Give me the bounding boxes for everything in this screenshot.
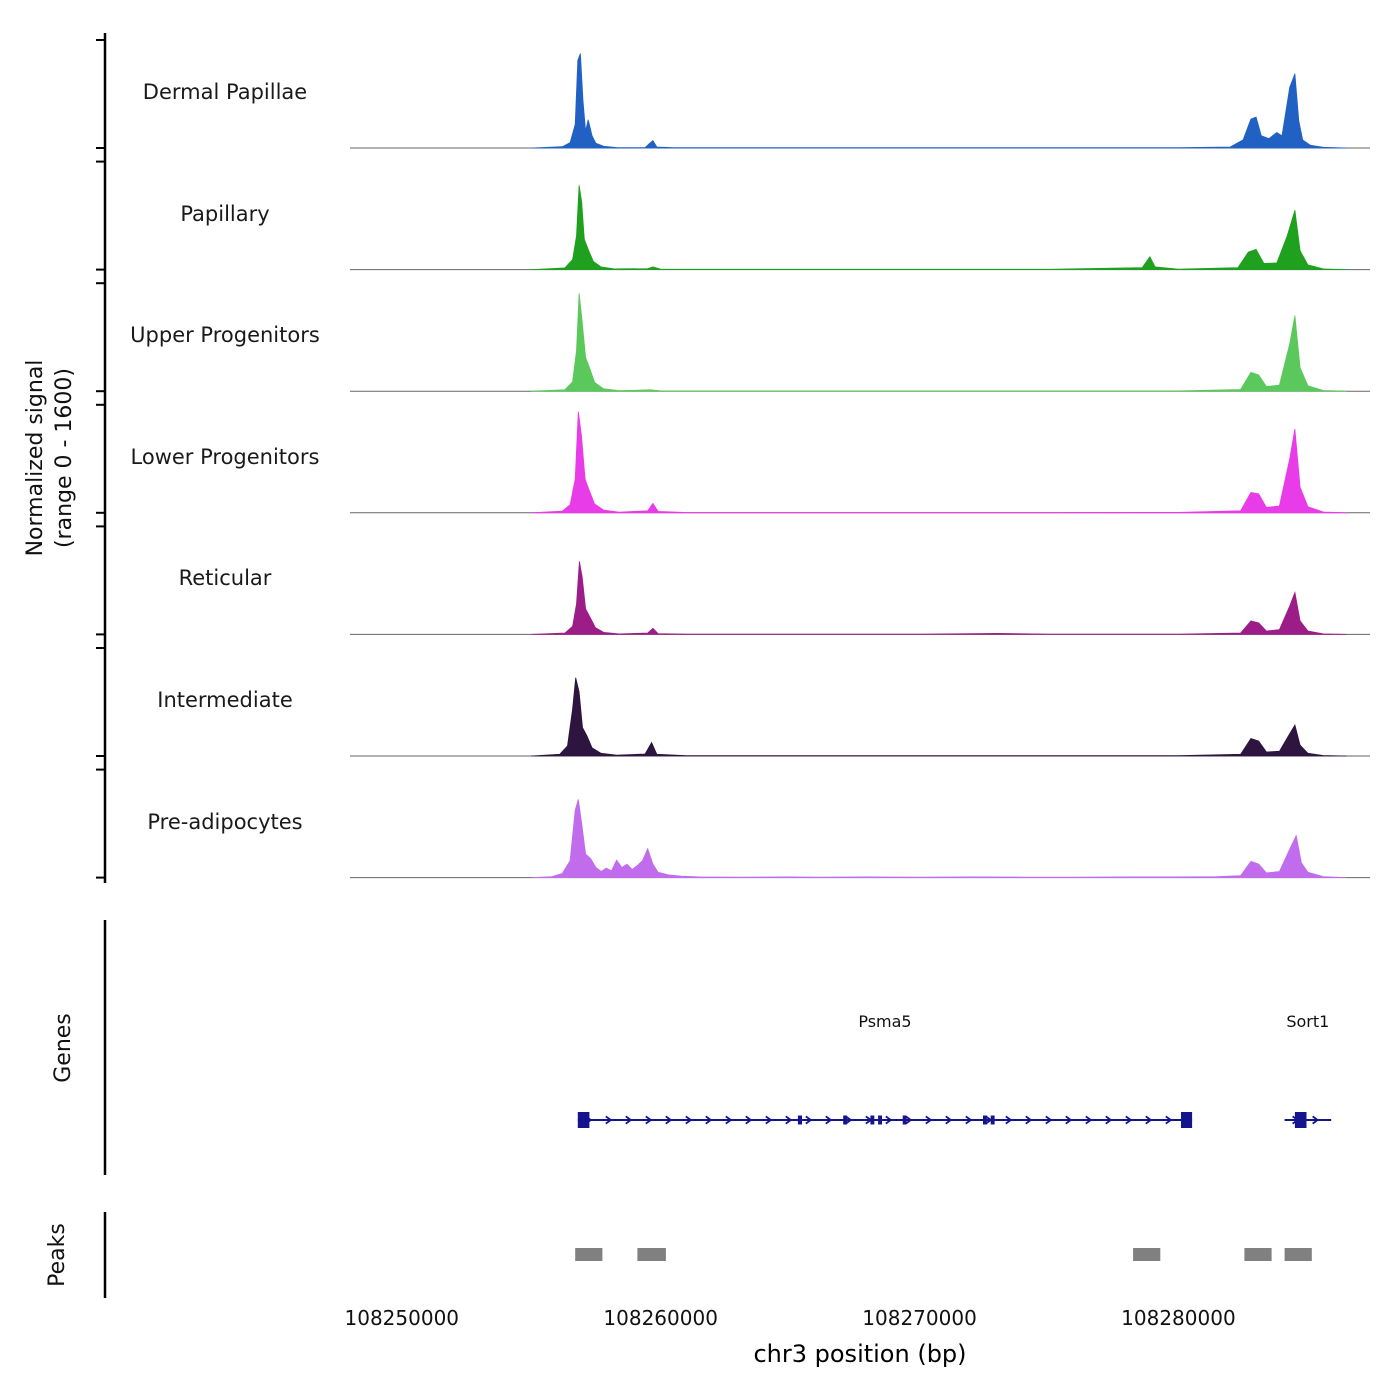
track-label-upper-progenitors: Upper Progenitors: [130, 323, 320, 348]
track-label-pre-adipocytes: Pre-adipocytes: [147, 809, 303, 834]
gene-name-sort1: Sort1: [1286, 1012, 1330, 1031]
genes-section-label: Genes: [51, 1013, 76, 1083]
track-label-papillary: Papillary: [180, 201, 270, 226]
x-tick-108250000: 108250000: [344, 1306, 460, 1330]
x-axis-title: chr3 position (bp): [753, 1340, 967, 1368]
y-axis-label-line1: Normalized signal: [23, 359, 48, 557]
track-label-reticular: Reticular: [178, 566, 272, 591]
track-label-intermediate: Intermediate: [157, 688, 293, 712]
track-label-dermal-papillae: Dermal Papillae: [142, 80, 308, 104]
peaks-section-label: Peaks: [45, 1223, 70, 1287]
x-tick-108260000: 108260000: [603, 1306, 718, 1330]
track-label-lower-progenitors: Lower Progenitors: [130, 444, 320, 469]
x-tick-108270000: 108270000: [862, 1306, 977, 1330]
gene-name-psma5: Psma5: [858, 1012, 912, 1031]
x-tick-108280000: 108280000: [1121, 1306, 1236, 1330]
